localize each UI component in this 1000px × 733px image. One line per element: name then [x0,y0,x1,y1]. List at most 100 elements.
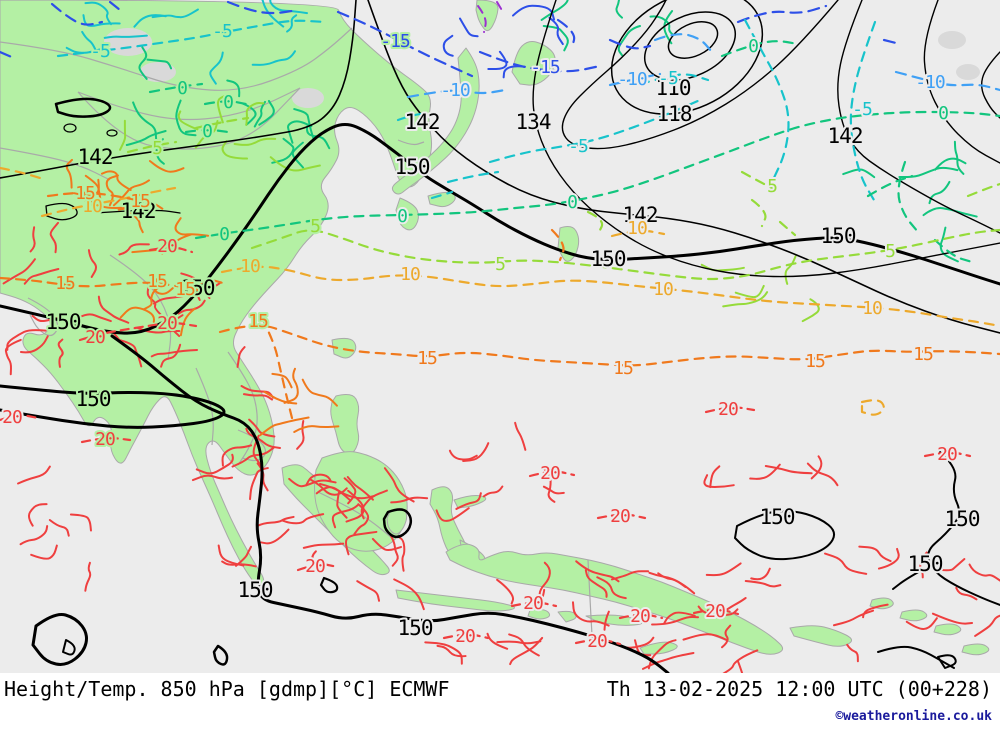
temperature-squiggle [548,16,564,46]
landmass [395,589,515,612]
temperature-contour [510,601,558,608]
height-label: 150 [395,155,430,179]
country-border [77,87,301,150]
temperature-contour [218,324,1000,367]
temperature-squiggle [514,421,527,451]
temperature-label: 20 [157,236,177,257]
temperature-squiggle [721,624,732,649]
landmass [527,608,551,620]
height-label: 142 [828,124,863,148]
temperature-squiggle [877,547,900,570]
temperature-squiggle [371,537,402,552]
temperature-squiggle [801,298,820,323]
height-label: 150 [591,247,626,271]
temperature-label: 20 [305,556,325,577]
temperature-squiggle [30,544,58,560]
temperature-squiggle [180,272,211,300]
temperature-squiggle [293,425,340,433]
temperature-squiggle [345,530,378,556]
height-contour [110,334,670,673]
temperature-label: -15 [380,31,410,52]
temperature-squiggle [174,217,210,237]
temperature-contour [653,33,714,54]
temperature-label: 15 [55,273,75,294]
landmass [585,614,643,626]
temperature-squiggle [84,1,113,26]
height-contour [319,576,339,594]
temperature-squiggle [100,170,132,191]
temperature-contour [0,166,42,180]
temperature-label: 10 [82,196,102,217]
temperature-squiggle [389,533,399,567]
temperature-squiggle [142,286,160,311]
temperature-label: 15 [175,279,195,300]
temperature-label: 20 [630,606,650,627]
temperature-label: -10 [617,69,647,90]
height-contour [95,209,181,214]
country-border [227,351,258,466]
terrain-patch [140,62,176,82]
temperature-label: 20 [587,631,607,652]
temperature-contour [743,18,790,184]
temperature-contour [574,638,622,646]
temperature-squiggle [542,24,569,52]
temperature-squiggle [309,478,348,496]
temperature-label: 0 [219,224,229,245]
temperature-squiggle [138,46,148,80]
copyright-link[interactable]: ©weatheronline.co.uk [835,709,992,724]
temperature-squiggle [722,291,769,308]
temperature-squiggle [271,372,293,389]
temperature-label: 5 [152,138,162,159]
temperature-label: -5 [212,21,232,42]
temperature-squiggle [511,4,556,21]
temperature-contour [860,399,885,416]
temperature-contour [897,160,920,234]
temperature-contour [923,451,972,458]
temperature-squiggle [584,569,608,598]
temperature-squiggle [146,286,165,319]
temperature-contour [496,1,504,13]
temperature-label: 10 [400,264,420,285]
footer-bar: Height/Temp. 850 hPa [gdmp][°C] ECMWF Th… [0,673,1000,733]
temperature-squiggle [242,393,274,401]
temperature-label: -5 [658,68,678,89]
temperature-squiggle [953,140,965,175]
temperature-contour [50,2,104,26]
landmass [639,641,678,655]
temperature-squiggle [248,418,276,438]
temperature-contour [396,112,446,122]
temperature-label: 20 [523,593,543,614]
temperature-squiggle [291,141,305,169]
temperature-squiggle [87,199,125,210]
temperature-label: 20 [95,429,115,450]
temperature-squiggle [148,160,185,173]
temperature-label: 0 [397,206,407,227]
landmass [445,543,784,655]
temperature-label: 20 [937,444,957,465]
temperature-squiggle [448,449,478,461]
temperature-squiggle [935,558,966,572]
height-contour [63,123,77,133]
temperature-contour [446,170,500,184]
temperature-squiggle [722,649,759,673]
temperature-squiggle [240,384,275,399]
temperature-contour [528,470,576,478]
temperature-squiggle [331,504,359,529]
temperature-squiggle [160,343,182,368]
temperature-squiggle [151,8,199,19]
temperature-contour [638,73,710,86]
temperature-squiggle [2,258,36,285]
temperature-squiggle [393,578,425,611]
temperature-squiggle [236,346,246,368]
temperature-squiggle [152,294,190,305]
temperature-contour [80,437,132,444]
temperature-squiggle [153,277,174,295]
temperature-squiggle [824,552,868,575]
temperature-label: 15 [130,191,150,212]
temperature-squiggle [27,503,48,527]
temperature-squiggle [65,46,108,54]
temperature-contour [778,220,797,237]
temperature-contour [894,70,1000,92]
temperature-contour [203,100,248,106]
temperature-contour [933,238,974,264]
